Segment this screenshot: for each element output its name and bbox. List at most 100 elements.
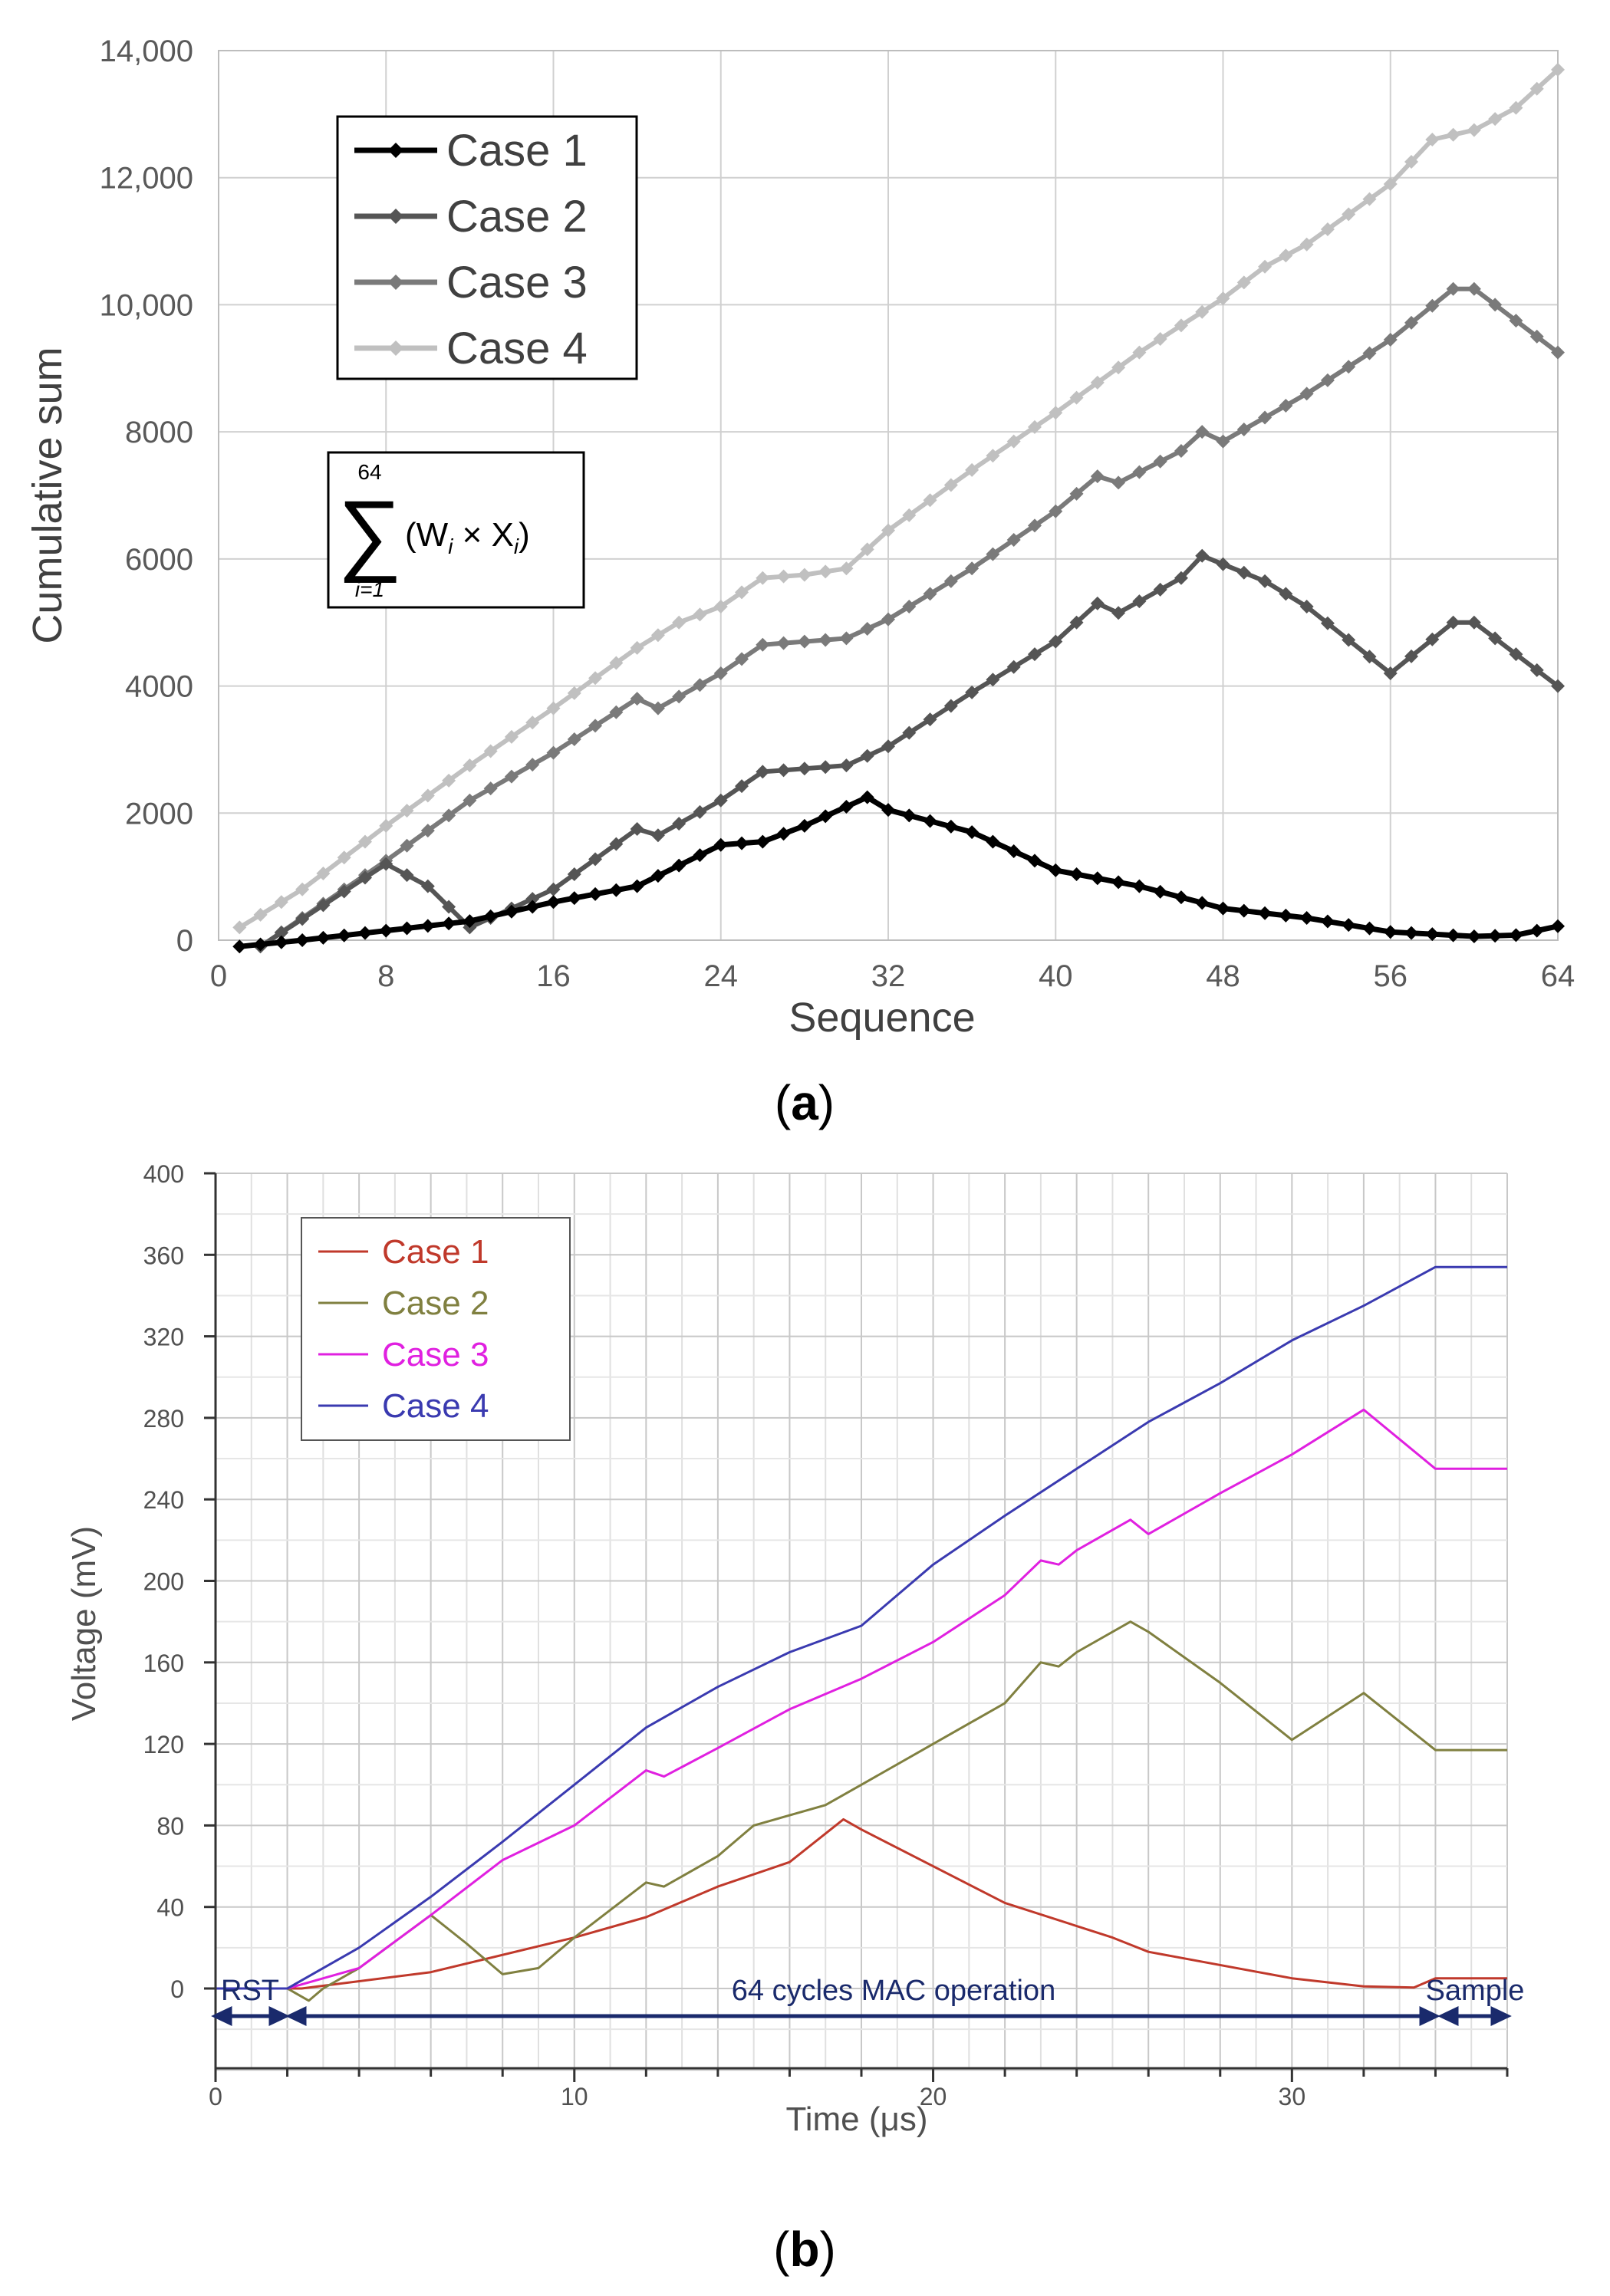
- panel-a-legend-label: Case 1: [446, 126, 588, 176]
- panel-a-data-point: [1006, 434, 1021, 449]
- panel-a-data-point: [776, 827, 791, 841]
- panel-a-x-tick-label: 64: [1541, 959, 1575, 993]
- panel-a-data-point: [1153, 454, 1167, 469]
- panel-a-data-point: [965, 825, 979, 840]
- panel-a-data-point: [818, 564, 833, 579]
- panel-b-y-tick-label: 320: [143, 1324, 184, 1351]
- panel-a-data-point: [797, 567, 812, 582]
- panel-a-data-point: [881, 612, 895, 627]
- panel-a-data-point: [1279, 398, 1293, 413]
- panel-b-y-tick-label: 0: [170, 1975, 184, 2003]
- panel-a-data-point: [756, 637, 770, 652]
- panel-a-data-point: [316, 898, 331, 913]
- panel-a-x-tick-label: 8: [377, 959, 394, 993]
- panel-a-data-point: [337, 850, 351, 865]
- panel-b-legend: Case 1 Case 2 Case 3 Case 4: [301, 1217, 571, 1441]
- panel-a-data-point: [713, 600, 728, 613]
- panel-a-data-point: [672, 689, 686, 704]
- panel-a-data-point: [483, 744, 498, 758]
- panel-a-data-point: [1111, 360, 1126, 375]
- panel-a-data-point: [713, 666, 728, 680]
- panel-b-legend-label: Case 2: [382, 1285, 489, 1322]
- panel-a-data-point: [274, 935, 288, 949]
- panel-a-formula-box: [327, 451, 585, 609]
- panel-a-data-point: [839, 800, 854, 814]
- panel-a-data-point: [1027, 647, 1042, 662]
- panel-a-label-letter: a: [791, 1075, 818, 1130]
- panel-a-data-point: [923, 493, 937, 508]
- panel-a-x-tick-label: 48: [1206, 959, 1240, 993]
- panel-a-data-point: [965, 561, 979, 576]
- panel-a-data-point: [400, 868, 414, 883]
- panel-a-data-point: [1467, 929, 1481, 944]
- panel-a-data-point: [965, 462, 979, 477]
- formula-sigma-icon: ∑: [337, 482, 402, 584]
- panel-a-data-point: [986, 449, 1000, 463]
- panel-a-legend-marker: [388, 340, 403, 356]
- panel-a-data-point: [860, 748, 874, 763]
- formula-lower-limit: i=1: [355, 577, 384, 601]
- panel-b-series: [216, 1265, 1507, 2002]
- panel-a-data-point: [1174, 318, 1188, 333]
- mac-arrow-left-head: [285, 2006, 307, 2026]
- panel-a-data-point: [1362, 650, 1377, 664]
- panel-a-x-axis-label: Sequence: [789, 995, 975, 1041]
- panel-a-data-point: [630, 692, 644, 706]
- panel-a-data-point: [1404, 315, 1419, 330]
- panel-a-data-point: [986, 834, 1000, 849]
- panel-b-x-tick-label: 10: [561, 2083, 588, 2110]
- panel-a-data-point: [1153, 582, 1167, 597]
- panel-a-data-point: [1383, 333, 1398, 347]
- panel-a-data-point: [1279, 248, 1293, 263]
- panel-a-data-point: [400, 838, 414, 853]
- panel-a-data-point: [986, 547, 1000, 561]
- panel-a-data-point: [902, 600, 917, 613]
- panel-a-data-point: [1174, 444, 1188, 458]
- panel-a-y-tick-label: 14,000: [100, 35, 193, 68]
- panel-a-data-point: [1404, 649, 1419, 663]
- panel-a-data-point: [1027, 419, 1042, 434]
- panel-a-data-point: [504, 729, 519, 744]
- panel-a-data-point: [713, 793, 728, 808]
- panel-a-data-point: [1299, 387, 1314, 401]
- panel-a: 0 2000 4000 6000 8000 10,000 12,000 14,000 0 8 16…: [25, 35, 1575, 1130]
- panel-a-data-point: [588, 886, 603, 901]
- panel-a-series-3: [253, 281, 1565, 954]
- panel-a-data-point: [295, 933, 310, 947]
- formula-w-sub: i: [448, 535, 453, 558]
- panel-a-series-line: [258, 553, 1559, 949]
- panel-a-data-point: [1342, 633, 1356, 647]
- panel-a-data-point: [316, 930, 331, 945]
- panel-a-data-point: [504, 769, 519, 784]
- panel-a-data-point: [693, 848, 707, 863]
- panel-a-data-point: [546, 745, 561, 760]
- panel-a-data-point: [1132, 345, 1147, 360]
- panel-a-data-point: [650, 869, 665, 883]
- panel-a-data-point: [420, 879, 435, 893]
- panel-a-data-point: [776, 763, 791, 778]
- panel-a-data-point: [818, 760, 833, 775]
- panel-a-data-point: [1383, 666, 1398, 680]
- panel-a-data-point: [1299, 911, 1314, 925]
- panel-a-data-point: [1529, 329, 1544, 344]
- panel-b-legend-label: Case 4: [382, 1387, 489, 1425]
- panel-a-data-point: [1069, 867, 1084, 882]
- panel-a-data-point: [609, 883, 624, 897]
- panel-a-data-point: [1342, 918, 1356, 933]
- panel-a-data-point: [442, 808, 456, 823]
- panel-a-data-point: [735, 585, 749, 600]
- panel-a-data-point: [1258, 259, 1273, 274]
- panel-a-data-point: [588, 671, 603, 686]
- panel-a-data-point: [1446, 127, 1460, 142]
- panel-a-data-point: [735, 779, 749, 794]
- panel-a-data-point: [1216, 901, 1230, 916]
- panel-a-data-point: [1425, 298, 1440, 313]
- panel-a-data-point: [1069, 486, 1084, 501]
- panel-a-data-point: [525, 892, 540, 906]
- panel-a-data-point: [274, 926, 288, 940]
- panel-a-x-tick-label: 40: [1039, 959, 1073, 993]
- panel-a-data-point: [1069, 390, 1084, 405]
- panel-a-data-point: [839, 631, 854, 646]
- panel-a-legend-marker: [388, 275, 403, 290]
- panel-a-legend-label: Case 3: [446, 258, 588, 308]
